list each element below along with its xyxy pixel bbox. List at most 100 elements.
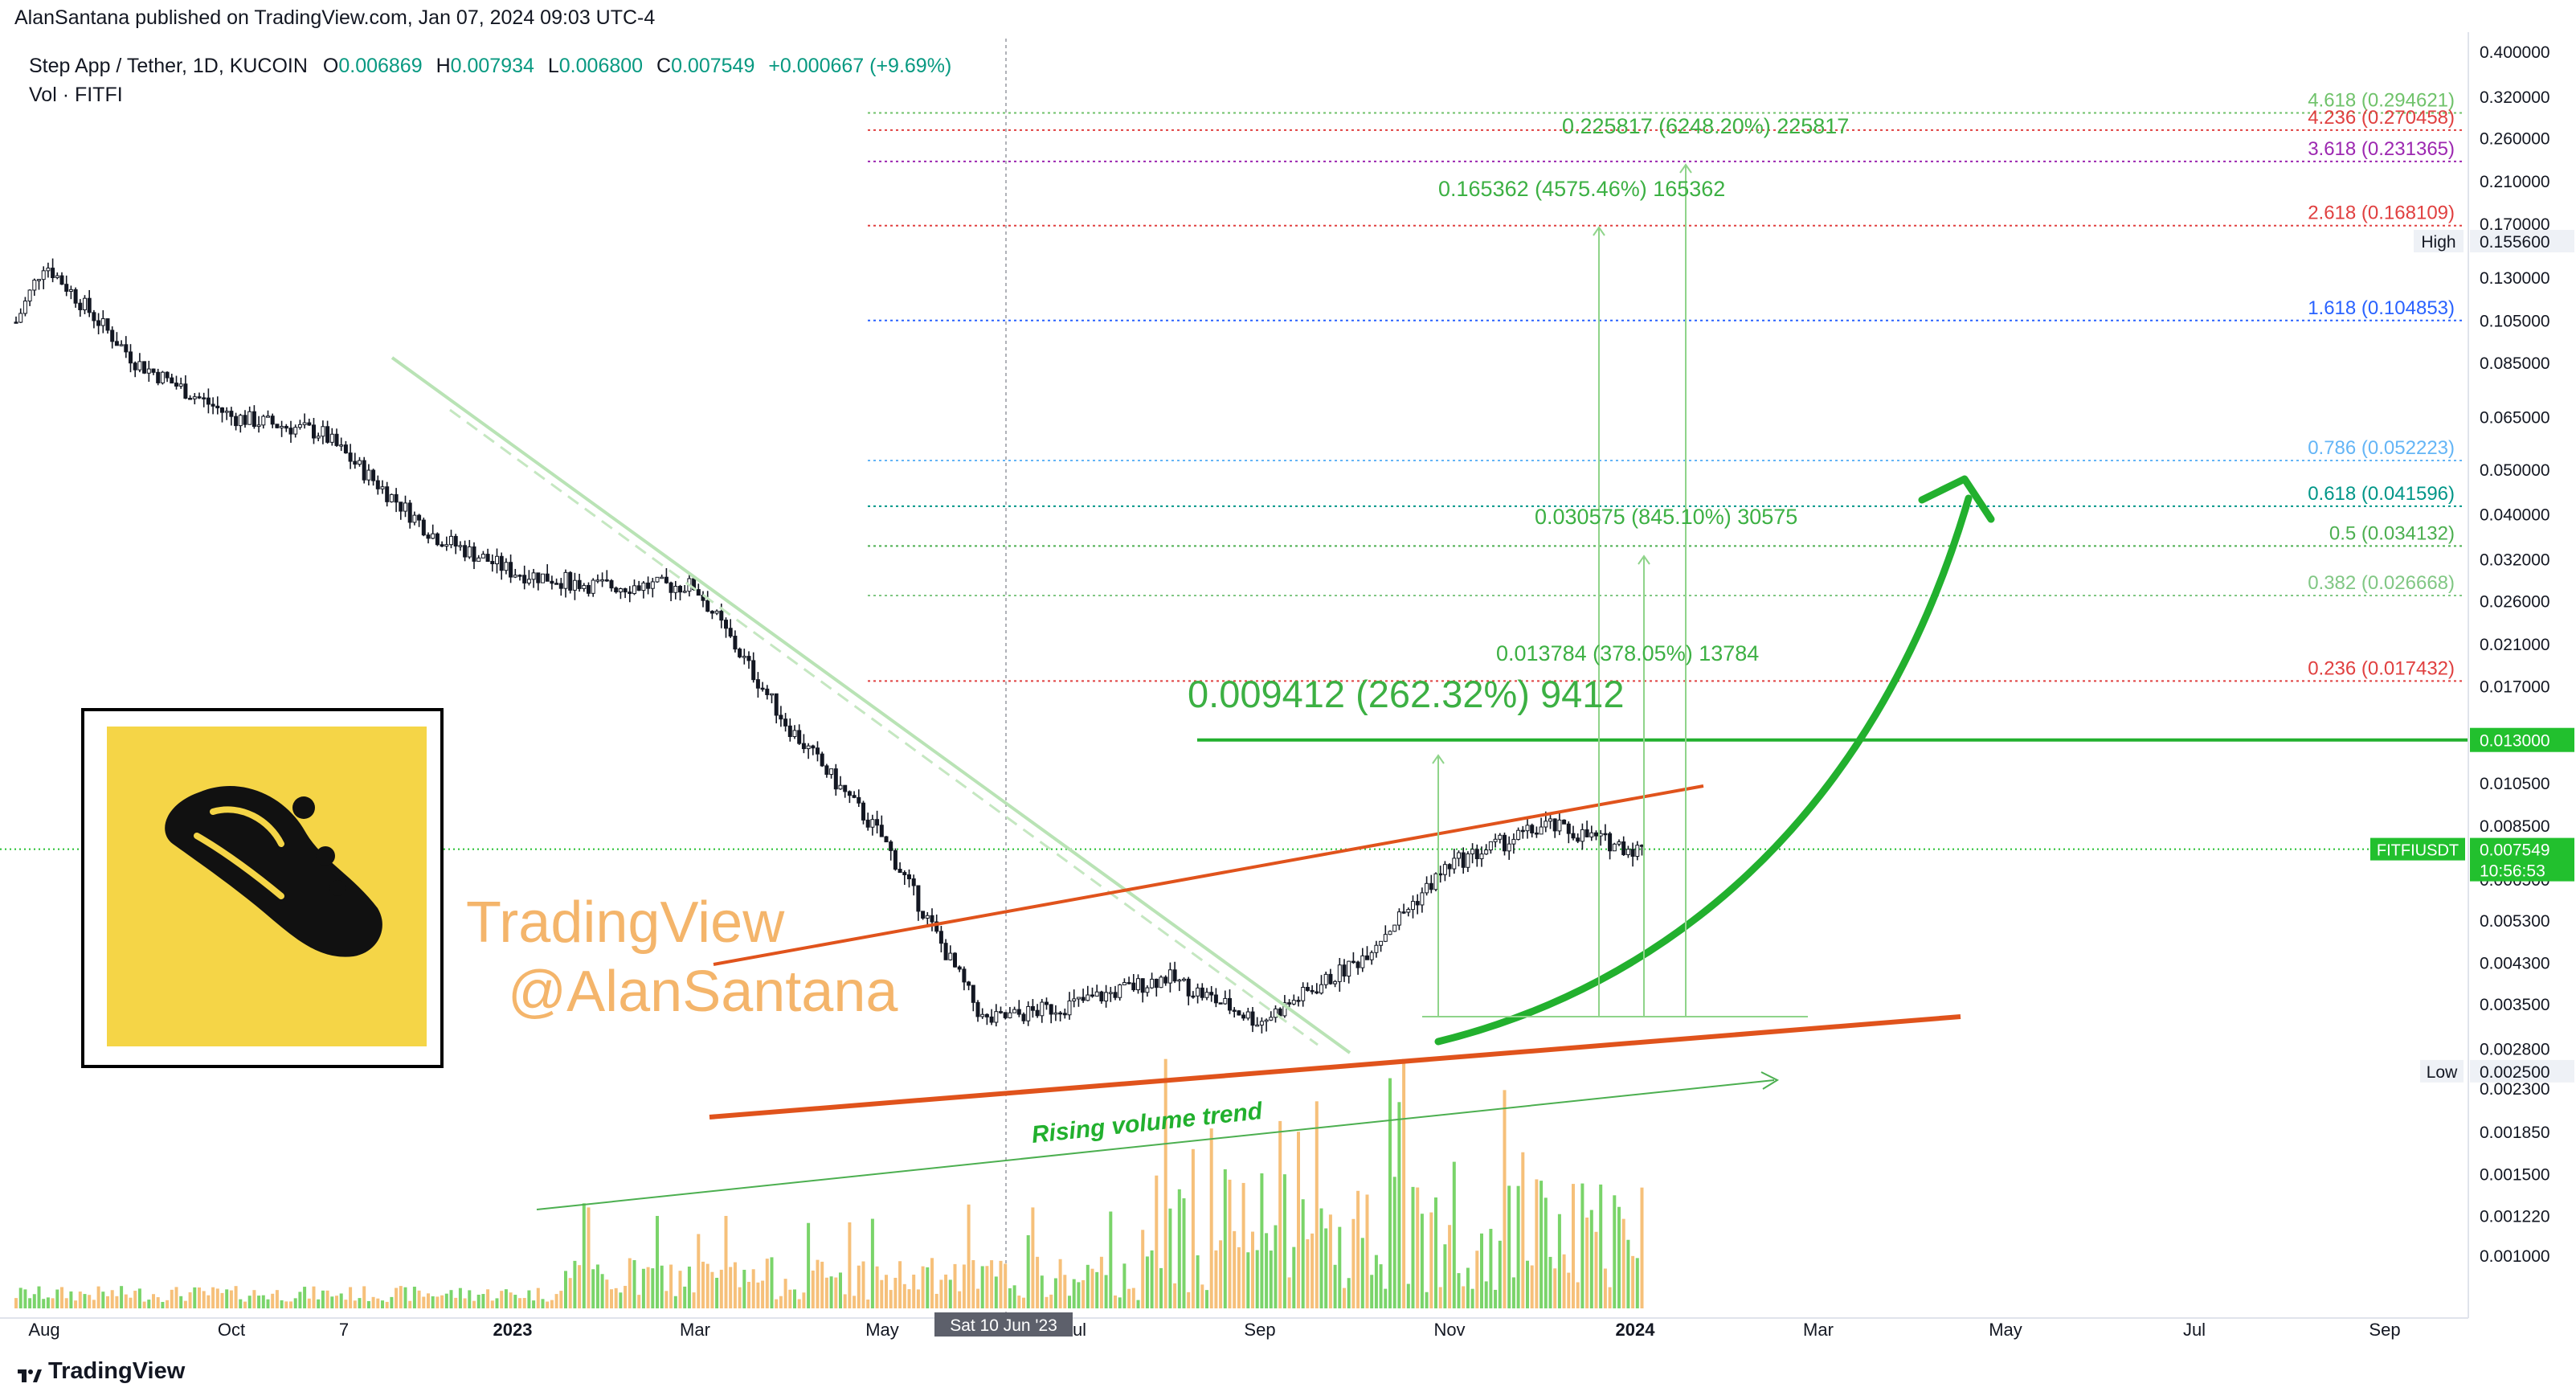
candle-body (724, 620, 728, 629)
y-tick-label: 0.085000 (2480, 354, 2550, 373)
candle-body (256, 424, 261, 428)
candle-body (1365, 955, 1369, 960)
candle-body (467, 546, 472, 558)
volume-bar (317, 1299, 321, 1308)
candle-body (321, 426, 325, 437)
candle-body (595, 579, 600, 582)
volume-bar (234, 1286, 238, 1308)
volume-bar (280, 1300, 284, 1308)
candle-body (550, 580, 554, 584)
volume-bar (880, 1279, 884, 1308)
candle-body (907, 874, 911, 879)
candle-body (1379, 940, 1384, 946)
candle-body (156, 371, 161, 383)
candle-body (188, 398, 193, 400)
candle-body (371, 469, 376, 481)
volume-bar (468, 1290, 472, 1308)
volume-bar (349, 1287, 353, 1308)
time-axis[interactable]: Aug Oct 7 2023 Mar May Jul Sep Nov 2024 Mar May Jul S… (0, 1312, 2576, 1350)
low-value-badge (2470, 1059, 2574, 1083)
volume-bar (889, 1290, 893, 1308)
volume-bar (385, 1301, 389, 1308)
tradingview-brand[interactable]: TradingView (18, 1358, 185, 1385)
candle-body (403, 502, 407, 512)
y-tick-label: 0.105000 (2480, 312, 2550, 330)
volume-bar (761, 1280, 765, 1308)
volume-bar (1246, 1252, 1250, 1308)
volume-bar (183, 1300, 187, 1308)
x-tick-label: Sep (1244, 1320, 1275, 1340)
candle-body (389, 493, 394, 502)
volume-bar (229, 1290, 233, 1308)
volume-bar (715, 1277, 719, 1308)
candle-body (558, 583, 563, 589)
candle-body (339, 444, 344, 447)
candle-body (1204, 992, 1209, 998)
candle-body (251, 411, 256, 428)
candle-body (1182, 978, 1186, 981)
volume-bar (1306, 1238, 1310, 1308)
symbol-title[interactable]: Step App / Tether, 1D, KUCOIN (29, 55, 308, 77)
volume-bar (362, 1286, 366, 1308)
volume-bar (628, 1258, 632, 1308)
volume-legend[interactable]: Vol · FITFI (29, 84, 123, 106)
price-axis[interactable]: 0.400000 0.320000 0.260000 0.210000 0.170000… (2370, 32, 2576, 1318)
candle-body (811, 745, 816, 749)
candle-body (1374, 944, 1379, 953)
candle-body (1415, 901, 1420, 906)
volume-bar (783, 1279, 787, 1308)
volume-bar (408, 1300, 412, 1308)
volume-bar (161, 1301, 165, 1308)
volume-bar (861, 1261, 865, 1308)
volume-bar (504, 1289, 508, 1308)
horizontal-line-value: 0.013000 (2480, 732, 2550, 751)
volume-bar (1315, 1101, 1319, 1308)
volume-bar (1282, 1174, 1286, 1308)
step-app-logo (81, 708, 444, 1068)
candle-body (554, 583, 559, 585)
volume-bar (651, 1268, 655, 1308)
volume-bar (366, 1300, 370, 1308)
candle-body (1594, 832, 1598, 837)
candle-body (1049, 1004, 1053, 1015)
candle-body (480, 554, 485, 559)
volume-bar (1269, 1251, 1273, 1308)
candle-body (1470, 849, 1475, 854)
volume-bar (289, 1301, 292, 1308)
candle-body (820, 753, 824, 767)
volume-bar (912, 1275, 916, 1308)
candle-body (816, 747, 820, 755)
volume-bar (839, 1272, 842, 1308)
x-tick-label: May (865, 1320, 899, 1340)
candle-body (1328, 973, 1333, 985)
candle-body (55, 275, 59, 279)
candle-body (865, 819, 870, 828)
candle-body (458, 545, 463, 547)
volume-bar (1617, 1206, 1621, 1308)
candle-body (824, 765, 829, 776)
projection-arrowhead (1918, 475, 1995, 523)
volume-bar (243, 1301, 247, 1308)
volume-bar (1521, 1152, 1525, 1308)
volume-bar (536, 1287, 540, 1308)
volume-bar (1608, 1287, 1612, 1308)
candle-body (495, 555, 499, 565)
candle-body (261, 415, 266, 426)
candle-body (41, 270, 46, 280)
candle-body (1617, 841, 1621, 845)
candle-body (307, 422, 312, 426)
candle-body (1493, 838, 1498, 842)
candle-body (1520, 829, 1525, 833)
candle-body (1076, 997, 1081, 1000)
candle-body (806, 745, 811, 750)
volume-bar (1470, 1288, 1474, 1308)
candle-body (938, 931, 943, 944)
volume-bar (275, 1290, 279, 1308)
volume-bar (994, 1276, 998, 1308)
volume-bar (980, 1266, 984, 1308)
volume-bar (1141, 1230, 1145, 1308)
candle-body (243, 415, 247, 425)
candle-body (765, 688, 770, 695)
volume-bar (646, 1267, 650, 1308)
